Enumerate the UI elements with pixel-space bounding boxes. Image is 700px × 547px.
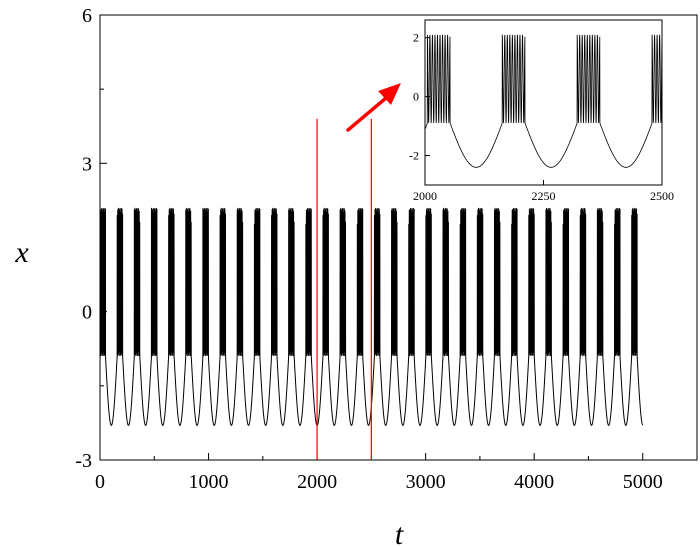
- inset-background: [425, 20, 662, 185]
- y-tick-label: 6: [82, 5, 92, 27]
- x-tick-label: 3000: [406, 471, 446, 493]
- main-y-axis: -3 0 3 6: [75, 5, 107, 472]
- inset-series-line: [424, 34, 663, 168]
- inset-x-tick-label: 2250: [532, 189, 556, 203]
- inset-chart: 2000 2250 2500 -2 0 2: [409, 19, 674, 203]
- main-x-axis: 0 1000 2000 3000 4000 5000: [95, 453, 663, 493]
- inset-x-tick-label: 2500: [650, 189, 674, 203]
- y-tick-label: -3: [75, 450, 92, 472]
- inset-x-tick-label: 2000: [413, 189, 437, 203]
- x-axis-title: t: [395, 518, 404, 547]
- x-tick-label: 1000: [189, 471, 229, 493]
- y-axis-title: x: [14, 236, 29, 269]
- x-tick-label: 5000: [623, 471, 663, 493]
- zoom-arrow: [346, 96, 388, 132]
- inset-y-axis: -2 0 2: [409, 31, 430, 163]
- annotations: [316, 83, 401, 460]
- y-tick-label: 3: [82, 153, 92, 175]
- y-tick-label: 0: [82, 302, 92, 324]
- x-tick-label: 4000: [514, 471, 554, 493]
- x-tick-label: 2000: [297, 471, 337, 493]
- inset-x-axis: 2000 2250 2500: [413, 180, 674, 203]
- inset-y-tick-label: 0: [413, 90, 419, 104]
- inset-y-tick-label: -2: [409, 149, 419, 163]
- inset-y-tick-label: 2: [413, 31, 419, 45]
- zoom-arrow-head: [378, 83, 401, 105]
- x-tick-label: 0: [95, 471, 105, 493]
